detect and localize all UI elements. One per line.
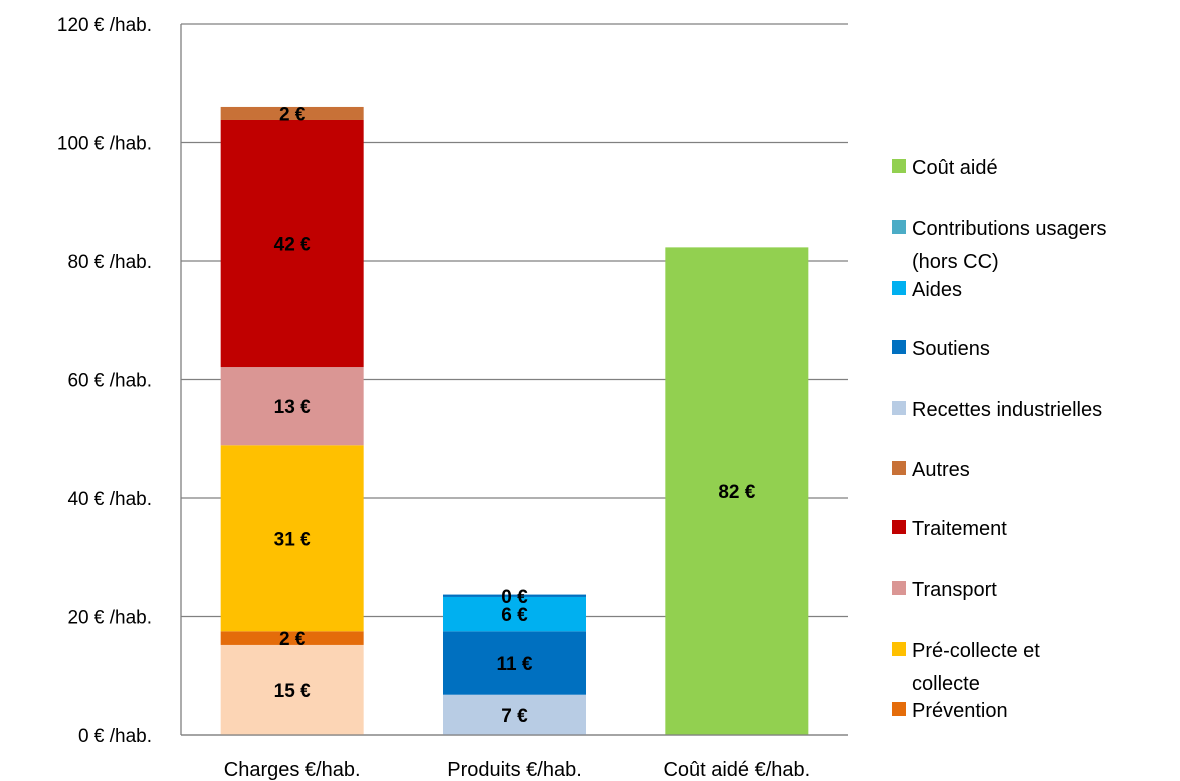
legend-swatch [892,159,906,173]
legend-swatch [892,702,906,716]
bar-segment-autres [220,106,364,120]
legend-swatch [892,340,906,354]
legend-swatch [892,401,906,415]
legend-item: Soutiens [892,338,990,360]
y-tick-label: 40 € /hab. [67,489,152,510]
y-tick-label: 20 € /hab. [67,608,152,629]
legend-label: Contributions usagers [912,218,1107,240]
y-tick-label: 60 € /hab. [67,371,152,392]
x-category-label: Produits €/hab. [447,759,582,781]
bar-segment-aides [443,596,586,632]
data-label: 7 € [501,706,528,727]
data-label: 11 € [497,654,533,675]
y-tick-label: 0 € /hab. [78,726,152,747]
legend-swatch [892,642,906,656]
legend-swatch [892,281,906,295]
legend-label: Autres [912,459,970,481]
bars: 15 € 2 € 31 € 13 € 42 € 2 € 7 € 11 € 6 €0 € 82 € [220,104,809,735]
legend: Coût aidé Contributions usagers (hors CC) A… [892,157,1107,722]
legend-label: (hors CC) [912,251,999,273]
legend-label: Coût aidé [912,157,998,179]
legend-item: Transport [892,579,997,601]
legend-label: Soutiens [912,338,990,360]
y-axis: 0 € /hab. 20 € /hab. 40 € /hab. 60 € /hab. 8… [57,15,182,747]
legend-item: Prévention [892,700,1008,722]
data-label: 42 € [274,235,311,256]
y-tick-label: 80 € /hab. [67,252,152,273]
data-label: 2 € [279,629,306,650]
data-label: 0 € [501,587,528,608]
legend-item: Autres [892,459,970,481]
legend-swatch [892,461,906,475]
x-category-label: Charges €/hab. [224,759,361,781]
y-tick-label: 120 € /hab. [57,15,152,36]
x-axis: Charges €/hab. Produits €/hab. Coût aidé €… [181,734,848,781]
legend-swatch [892,581,906,595]
bar-segment-transport [220,367,364,446]
legend-label: Prévention [912,700,1008,722]
bar-segment-extra [443,594,586,597]
legend-label: Recettes industrielles [912,399,1102,421]
data-label: 13 € [274,397,311,418]
data-label: 2 € [279,104,306,125]
legend-label: Pré-collecte et [912,640,1040,662]
data-label: 82 € [718,482,755,503]
y-tick-label: 100 € /hab. [57,134,152,155]
data-label: 6 € [501,605,528,626]
legend-label: Traitement [912,518,1007,540]
legend-item: Traitement [892,518,1007,540]
bar-segment-recettes-industrielles [443,694,586,735]
bar-segment-extra [220,644,364,735]
legend-label: Transport [912,579,997,601]
legend-item: Contributions usagers (hors CC) [892,218,1107,273]
data-label: 31 € [274,529,311,550]
bar-segment-co-t-aid- [665,247,809,735]
legend-swatch [892,220,906,234]
bar-segment-traitement [220,119,364,368]
legend-label: Aides [912,279,962,301]
data-label: 15 € [274,681,311,702]
bar-segment-pr-vention [220,631,364,645]
legend-item: Pré-collecte et collecte [892,640,1040,695]
legend-item: Aides [892,279,962,301]
bar-segment-pr-collecte-et-collecte [220,445,364,632]
legend-swatch [892,520,906,534]
bar-segment-soutiens [443,631,586,695]
legend-item: Coût aidé [892,157,998,179]
legend-item: Recettes industrielles [892,399,1102,421]
legend-label: collecte [912,673,980,695]
x-category-label: Coût aidé €/hab. [663,759,810,781]
